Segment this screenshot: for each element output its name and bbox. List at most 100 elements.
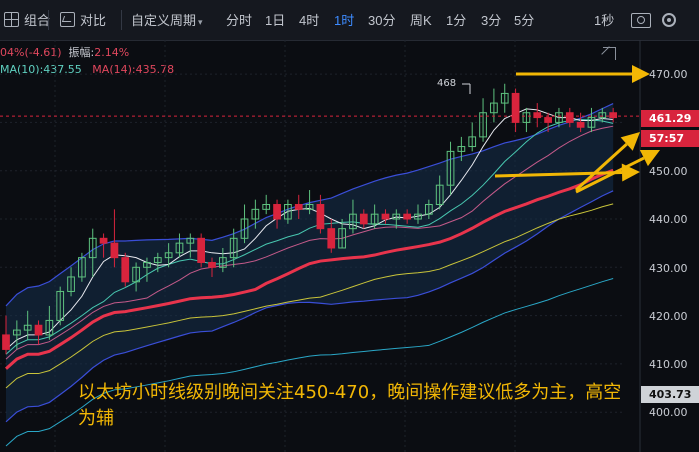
compare-button[interactable]: 对比 [60,0,106,40]
candle-up [56,290,65,321]
chevron-down-icon: ▾ [198,17,203,27]
y-axis-label: 420.00 [649,310,688,323]
candle-down [533,112,542,119]
candle-up [23,324,32,331]
candle-up [479,112,487,138]
ma-yellow-line [5,203,614,389]
period-tab-6[interactable]: 1分 [446,13,467,28]
toolbar: 组合 对比 自定义周期 ▾ 分时 1日 4时 1时 30分 周K 1分 3分 5分… [0,0,699,41]
candle-up [446,150,455,186]
candle-down [576,121,585,128]
bollinger-lower-line [5,190,614,423]
period-tab-3[interactable]: 1时 [334,13,355,28]
candle-down [110,242,119,259]
candle-up [262,204,271,210]
ma-info: MA(10):437.55 MA(14):435.78 [0,63,174,76]
custom-period-label: 自定义周期 [131,13,197,28]
candle-down [34,324,43,336]
support-arrow-shaft [494,170,623,178]
candle-down [511,92,520,123]
candle-up [78,257,86,278]
candle-up [45,319,54,336]
candle-up [12,329,21,336]
candle-up [522,112,531,123]
compare-label: 对比 [80,13,107,28]
target-arrow-2-head [639,150,660,167]
divider [48,10,49,30]
price-change-info: 04%(-4.61) 振幅:2.14% [0,44,129,60]
candle-up [88,237,97,259]
candle-up [240,218,249,239]
y-axis-label: 470.00 [649,68,688,81]
candle-up [468,136,477,148]
low-price-tag: 403.73 [641,386,699,403]
candle-down [381,213,390,220]
ma10-line [5,119,614,355]
candle-down [121,257,130,283]
candle-up [305,204,314,210]
ma10-value: MA(10):437.55 [0,63,82,76]
amplitude-label: 振幅: [68,46,95,59]
period-tab-5[interactable]: 周K [410,13,432,28]
ma-cyan-line [5,278,614,447]
candle-up [349,213,357,230]
grid-icon [4,12,19,27]
y-axis-label: 440.00 [649,213,688,226]
candle-up [251,208,260,220]
analysis-annotation: 以太坊小时线级别晚间关注450-470，晚间操作建议低多为主，高空为辅 [78,382,622,429]
candle-up [392,213,401,220]
candle-up [284,204,292,220]
ma-main-line [5,168,614,370]
y-axis-label: 410.00 [649,358,688,371]
candle-up [424,204,433,215]
candle-up [500,92,509,104]
ma14-line [5,125,614,360]
peak-price-label: 468 [437,78,457,89]
candle-up [229,237,238,259]
current-price-tag: 461.29 [641,110,699,127]
target-arrow-head [620,132,640,151]
candle-down [197,237,206,263]
period-tab-8[interactable]: 5分 [514,13,535,28]
candle-up [370,213,379,225]
combo-label: 组合 [24,13,51,28]
period-tab-7[interactable]: 3分 [481,13,502,28]
amplitude-value: 2.14% [94,46,130,59]
candle-up [587,117,596,128]
change-value: 04%(-4.61) [0,46,62,59]
y-axis-label: 400.00 [649,406,688,419]
candle-down [2,334,10,350]
y-axis-label: 430.00 [649,262,688,275]
candle-up [338,228,346,249]
expand-icon[interactable] [603,47,616,60]
candle-up [164,252,173,259]
candle-up [435,184,444,206]
refresh-rate-button[interactable]: 1秒 [594,13,615,28]
candle-up [598,112,607,119]
candle-up [555,112,563,123]
candle-down [359,213,368,225]
period-tab-1[interactable]: 1日 [265,13,286,28]
candle-up [490,102,498,114]
candle-down [544,117,552,123]
candle-up [153,257,162,263]
period-tab-2[interactable]: 4时 [299,13,320,28]
compare-icon [60,12,75,27]
combo-button[interactable]: 组合 [4,0,50,40]
camera-icon[interactable] [631,13,651,28]
candle-down [327,228,336,249]
candle-down [316,204,325,230]
candle-down [99,237,108,244]
candle-down [565,112,574,123]
candle-down [208,261,216,268]
candle-down [273,204,281,220]
settings-icon[interactable] [662,13,676,27]
candle-down [403,213,412,220]
custom-period-dropdown[interactable]: 自定义周期 ▾ [131,0,203,40]
candle-down [294,204,303,210]
period-tab-4[interactable]: 30分 [368,13,396,28]
period-tab-0[interactable]: 分时 [226,13,253,28]
target-arrow-shaft [574,142,628,192]
candle-countdown-tag: 57:57 [641,130,699,147]
